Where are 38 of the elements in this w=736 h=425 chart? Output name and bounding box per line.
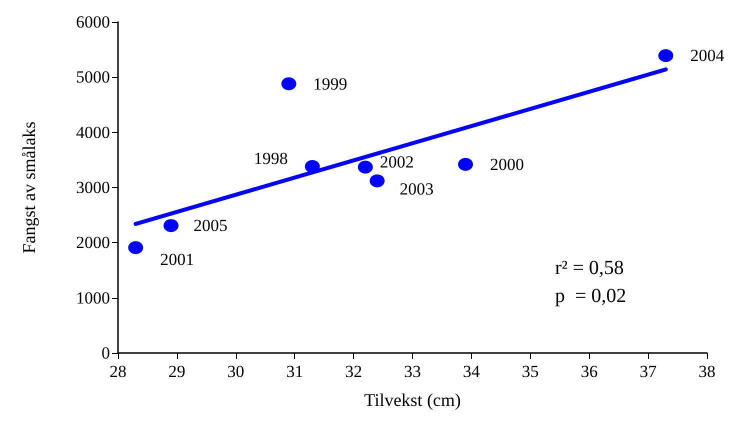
series-label: 2003 [400, 179, 434, 198]
point [164, 219, 179, 232]
point [458, 158, 474, 171]
x-tick-label: 35 [522, 362, 539, 381]
point [304, 160, 320, 174]
x-tick-label: 31 [286, 362, 304, 381]
x-tick-label: 30 [227, 362, 244, 381]
x-tick-label: 29 [168, 362, 186, 381]
series-label: 2004 [690, 46, 725, 66]
annotation: r² = 0,58 [555, 257, 624, 279]
y-tick-label: 3000 [76, 178, 110, 197]
series-label: 2000 [490, 154, 524, 174]
y-tick-label: 2000 [76, 233, 110, 252]
point [370, 174, 385, 188]
point [358, 160, 373, 174]
x-tick-label: 34 [462, 362, 480, 381]
x-tick-label: 38 [698, 362, 716, 381]
x-axis-title: Tilvekst (cm) [364, 390, 461, 410]
series-label: 2005 [194, 216, 228, 236]
annotation: p = 0,02 [555, 285, 626, 307]
point [658, 49, 674, 62]
y-tick-label: 0 [102, 344, 110, 362]
series-label: 2002 [380, 152, 414, 172]
x-tick-label: 36 [580, 362, 598, 381]
y-tick-label: 6000 [76, 12, 110, 32]
x-tick-label: 28 [110, 362, 126, 381]
x-tick-label: 33 [404, 362, 421, 381]
y-axis-title: Fangst av smålaks [19, 122, 39, 254]
point [281, 77, 296, 90]
y-tick-label: 4000 [76, 122, 110, 142]
series-label: 1999 [313, 74, 348, 94]
x-tick-label: 37 [640, 362, 658, 381]
x-tick-label: 32 [345, 362, 362, 381]
point [128, 241, 144, 254]
y-tick-label: 5000 [76, 68, 110, 87]
y-tick-label: 1000 [76, 288, 110, 308]
series-label: 1998 [254, 149, 288, 168]
series-label: 2001 [160, 250, 194, 270]
